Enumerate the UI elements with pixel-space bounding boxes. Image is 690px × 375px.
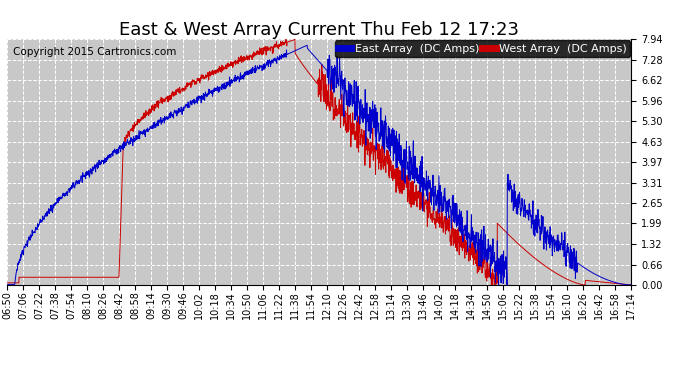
Title: East & West Array Current Thu Feb 12 17:23: East & West Array Current Thu Feb 12 17:… [119, 21, 519, 39]
Text: Copyright 2015 Cartronics.com: Copyright 2015 Cartronics.com [13, 47, 177, 57]
Legend: East Array  (DC Amps), West Array  (DC Amps): East Array (DC Amps), West Array (DC Amp… [335, 40, 630, 57]
